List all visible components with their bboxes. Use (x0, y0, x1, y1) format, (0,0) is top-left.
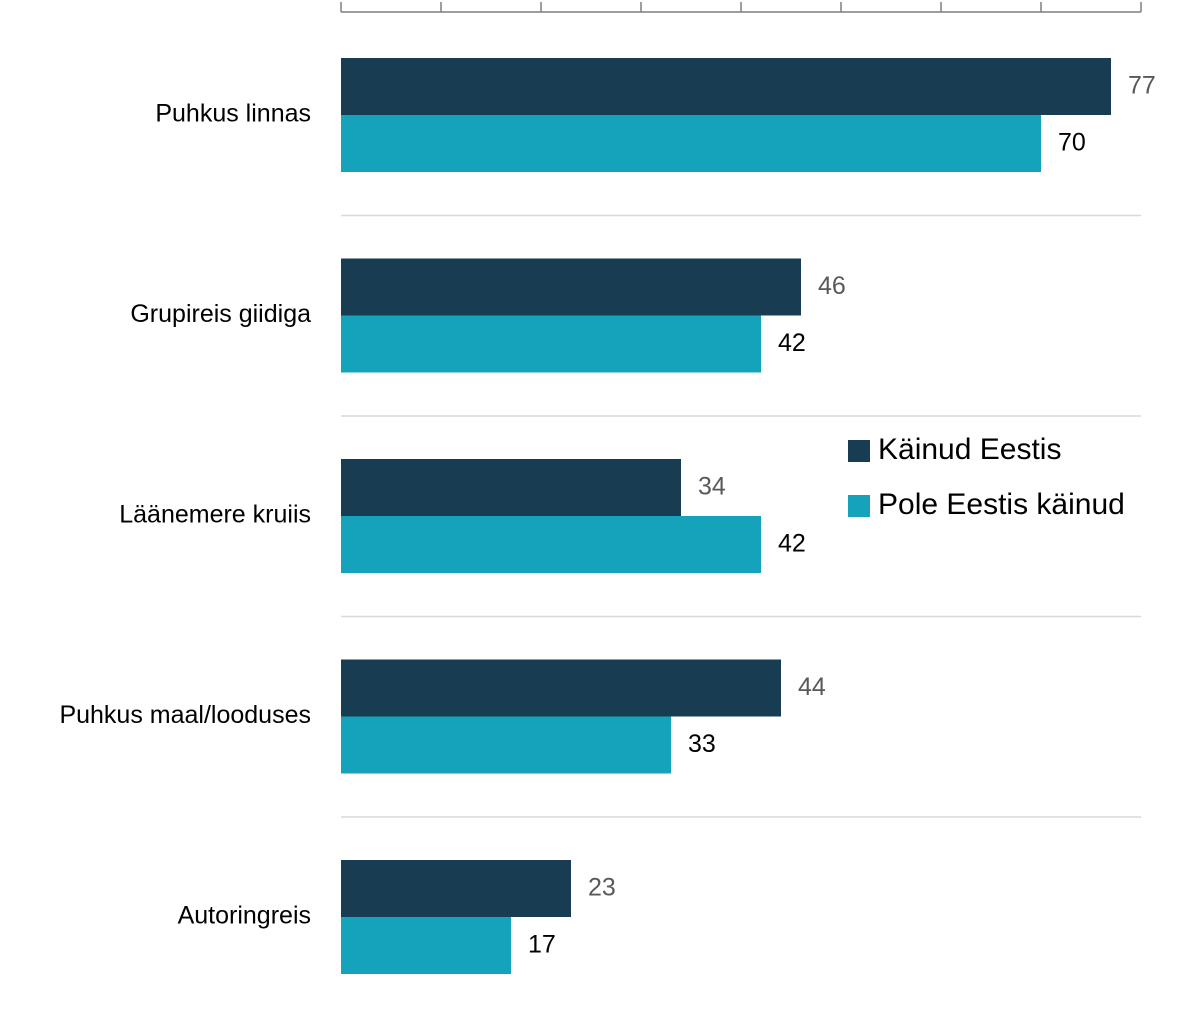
data-label: 34 (698, 473, 726, 501)
bar (341, 860, 571, 917)
data-label: 33 (688, 730, 716, 758)
category-label: Autoringreis (178, 902, 311, 930)
category-label: Läänemere kruiis (119, 501, 311, 529)
data-label: 44 (798, 673, 826, 701)
legend-swatch (848, 495, 870, 517)
bar (341, 459, 681, 516)
data-label: 46 (818, 272, 846, 300)
data-label: 77 (1128, 72, 1156, 100)
bar (341, 115, 1041, 172)
data-label: 23 (588, 874, 616, 902)
bar (341, 516, 761, 573)
data-label: 42 (778, 530, 806, 558)
bar (341, 258, 801, 316)
bar (341, 659, 781, 717)
bar (341, 917, 511, 974)
bar (341, 716, 671, 774)
category-label: Grupireis giidiga (130, 300, 311, 328)
category-label: Puhkus maal/looduses (59, 701, 311, 729)
data-label: 17 (528, 931, 556, 959)
data-label: 70 (1058, 129, 1086, 157)
category-label: Puhkus linnas (155, 100, 311, 128)
bar (341, 315, 761, 373)
bar (341, 58, 1111, 115)
legend-label: Käinud Eestis (878, 433, 1061, 466)
data-label: 42 (778, 329, 806, 357)
legend-label: Pole Eestis käinud (878, 488, 1125, 521)
legend-swatch (848, 440, 870, 462)
